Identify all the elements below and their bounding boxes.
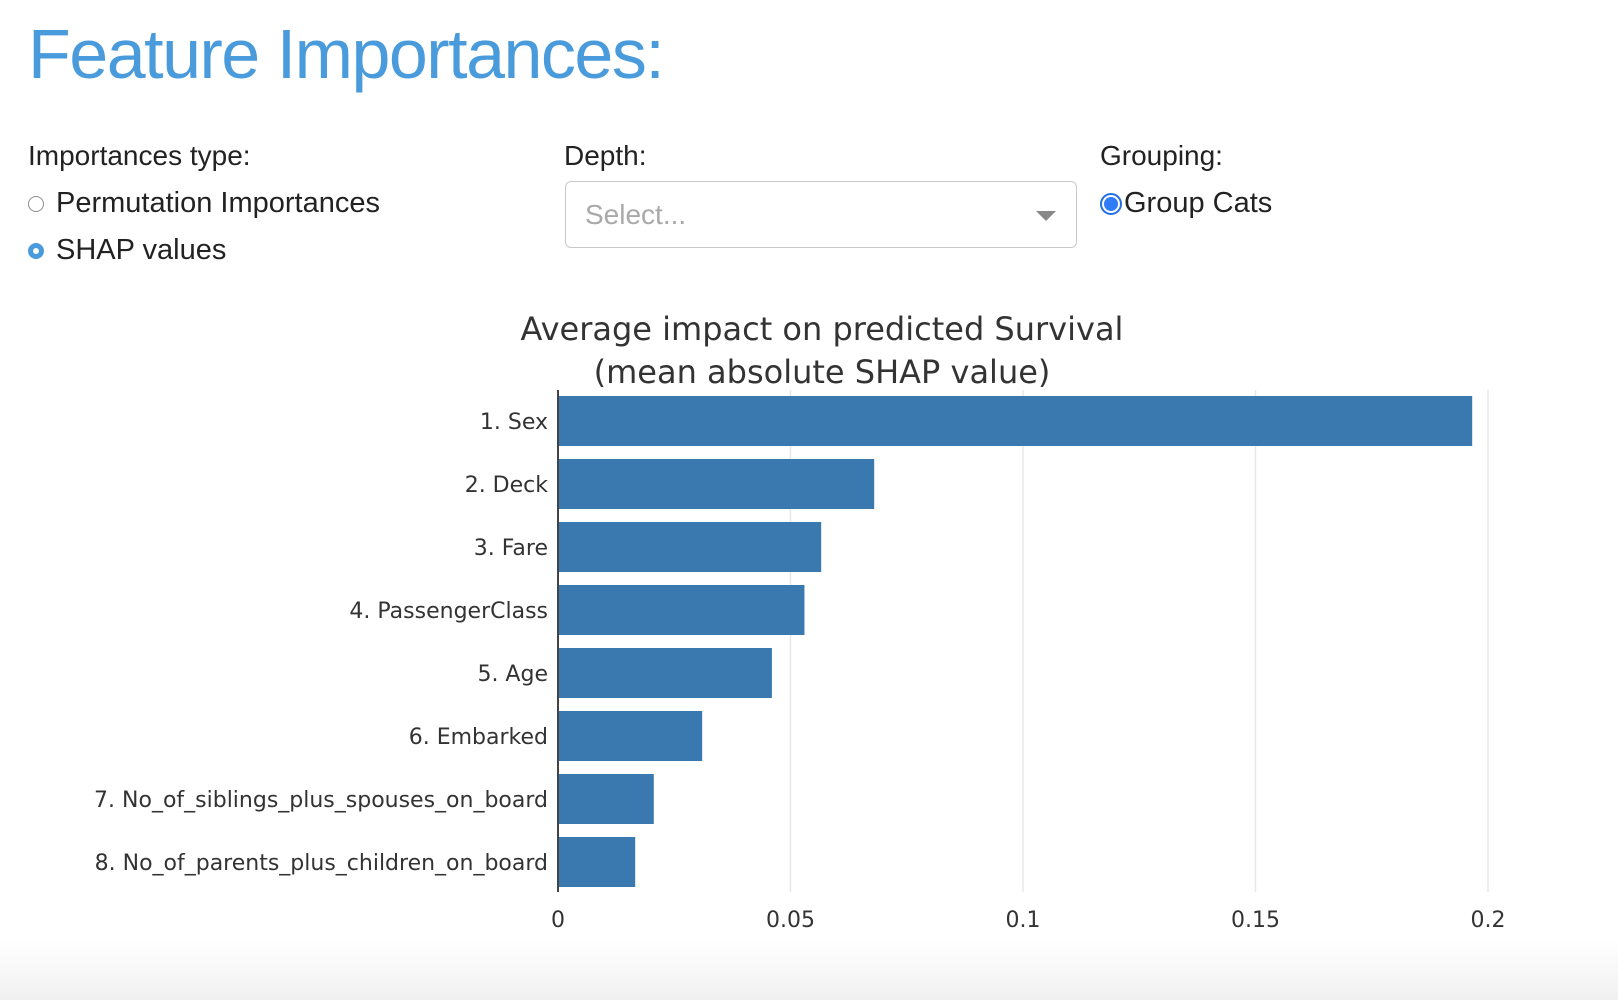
bar[interactable]	[558, 459, 875, 509]
bar[interactable]	[558, 837, 636, 887]
radio-option-label: SHAP values	[56, 234, 227, 266]
chevron-down-icon[interactable]	[1036, 211, 1056, 221]
category-label: 6. Embarked	[409, 725, 548, 750]
radio-shap-values[interactable]: SHAP values	[28, 234, 226, 267]
category-label: 5. Age	[477, 662, 548, 687]
radio-option-label: Permutation Importances	[56, 187, 380, 219]
radio-group-cats[interactable]: Group Cats	[1100, 187, 1272, 220]
bar[interactable]	[558, 522, 822, 572]
bar[interactable]	[558, 711, 703, 761]
chart-bars	[558, 396, 1473, 887]
shap-importance-chart: 1. Sex 2. Deck 3. Fare 4. PassengerClass 5. …	[94, 310, 1506, 933]
grouping-label: Grouping:	[1100, 140, 1223, 171]
chart-grid	[789, 390, 1489, 892]
x-tick-label: 0.15	[1231, 908, 1280, 933]
radio-button-icon[interactable]	[28, 242, 44, 259]
chart-title: Average impact on predicted Survival	[521, 310, 1124, 348]
bar[interactable]	[558, 585, 805, 635]
radio-option-label: Group Cats	[1124, 187, 1273, 219]
radio-button-icon[interactable]	[28, 195, 44, 212]
x-tick-label: 0.05	[766, 908, 815, 933]
x-tick-label: 0	[551, 908, 565, 933]
chart-category-labels: 1. Sex 2. Deck 3. Fare 4. PassengerClass 5. …	[94, 410, 548, 876]
category-label: 4. PassengerClass	[349, 599, 548, 624]
category-label: 2. Deck	[465, 473, 549, 498]
category-label: 3. Fare	[474, 536, 548, 561]
depth-select[interactable]: Select...	[565, 181, 1077, 248]
x-tick-label: 0.1	[1006, 908, 1041, 933]
radio-button-icon[interactable]	[1100, 192, 1122, 215]
category-label: 7. No_of_siblings_plus_spouses_on_board	[94, 788, 548, 813]
page-title: Feature Importances:	[28, 15, 665, 93]
depth-label: Depth:	[564, 140, 647, 171]
bar[interactable]	[558, 774, 654, 824]
radio-permutation-importances[interactable]: Permutation Importances	[28, 187, 380, 220]
importances-type-label: Importances type:	[28, 140, 251, 171]
bar[interactable]	[558, 396, 1473, 446]
depth-select-placeholder: Select...	[585, 199, 687, 230]
category-label: 1. Sex	[480, 410, 548, 435]
bar[interactable]	[558, 648, 772, 698]
category-label: 8. No_of_parents_plus_children_on_board	[95, 851, 548, 876]
chart-x-tick-labels: 0 0.05 0.1 0.15 0.2	[551, 908, 1506, 933]
chart-subtitle: (mean absolute SHAP value)	[594, 353, 1051, 391]
x-tick-label: 0.2	[1471, 908, 1506, 933]
